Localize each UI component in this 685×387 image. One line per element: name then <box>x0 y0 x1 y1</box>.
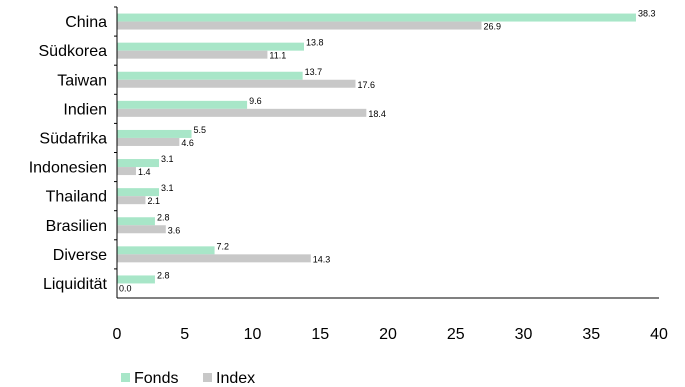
fonds-data-label: 3.1 <box>161 183 174 193</box>
index-data-label: 14.3 <box>313 254 331 264</box>
index-legend-label: Index <box>216 370 255 387</box>
x-tick-label: 30 <box>515 326 533 343</box>
category-label: Südkorea <box>39 43 108 60</box>
category-label: Indonesien <box>29 160 107 177</box>
category-label: Diverse <box>53 247 107 264</box>
fonds-bar <box>117 188 160 197</box>
index-bar <box>117 254 311 263</box>
fonds-data-label: 3.1 <box>161 154 174 164</box>
category-label: Indien <box>63 101 107 118</box>
fonds-legend-label: Fonds <box>134 370 178 387</box>
fonds-bar <box>117 42 304 51</box>
index-data-label: 1.4 <box>138 167 151 177</box>
x-tick-label: 5 <box>180 326 189 343</box>
x-tick-label: 15 <box>311 326 329 343</box>
category-label: Südafrika <box>39 130 107 147</box>
index-bar <box>117 79 356 88</box>
x-tick-label: 35 <box>582 326 600 343</box>
index-data-label: 4.6 <box>181 138 194 148</box>
fonds-bar <box>117 129 192 138</box>
index-data-label: 2.1 <box>147 196 160 206</box>
fonds-data-label: 2.8 <box>157 212 170 222</box>
category-label: Brasilien <box>46 218 107 235</box>
index-legend-swatch <box>203 373 212 382</box>
fonds-data-label: 2.8 <box>157 270 170 280</box>
x-tick-label: 10 <box>244 326 262 343</box>
fonds-data-label: 5.5 <box>194 125 207 135</box>
fonds-bar <box>117 71 303 80</box>
fonds-bar <box>117 246 215 255</box>
x-tick-labels: 0 5 10 15 20 25 30 35 40 <box>113 326 668 343</box>
axes <box>114 6 659 299</box>
x-tick-label: 25 <box>447 326 465 343</box>
data-labels: 38.3 26.9 13.8 11.1 13.7 17.6 9.6 18.4 5.54.6 3.1… <box>119 9 655 294</box>
index-bar <box>117 50 268 59</box>
category-label: Thailand <box>46 189 107 206</box>
index-data-label: 17.6 <box>357 80 375 90</box>
index-bar <box>117 225 166 234</box>
fonds-bar <box>117 100 248 109</box>
x-tick-label: 0 <box>113 326 122 343</box>
x-tick-label: 40 <box>650 326 668 343</box>
fonds-bar <box>117 275 155 284</box>
index-bar <box>117 196 146 205</box>
category-labels: China Südkorea Taiwan Indien Südafrika Indone… <box>29 14 108 293</box>
category-label: China <box>65 14 107 31</box>
category-label: Taiwan <box>57 72 107 89</box>
index-data-label: 11.1 <box>269 51 286 61</box>
index-data-label: 18.4 <box>368 109 386 119</box>
bars <box>117 13 636 284</box>
fonds-data-label: 7.2 <box>217 241 230 251</box>
category-label: Liquidität <box>43 276 108 293</box>
fonds-data-label: 13.8 <box>306 38 324 48</box>
legend: Fonds Index <box>121 370 255 387</box>
index-bar <box>117 167 136 176</box>
fonds-data-label: 13.7 <box>305 67 323 77</box>
index-data-label: 0.0 <box>119 283 132 293</box>
index-data-label: 26.9 <box>483 22 501 32</box>
fonds-data-label: 9.6 <box>249 96 262 106</box>
index-bar <box>117 137 180 146</box>
fonds-bar <box>117 13 636 22</box>
fonds-data-label: 38.3 <box>638 9 656 19</box>
index-bar <box>117 21 482 30</box>
fonds-legend-swatch <box>121 373 130 382</box>
index-bar <box>117 108 367 117</box>
index-data-label: 3.6 <box>168 225 181 235</box>
x-tick-label: 20 <box>379 326 397 343</box>
fonds-bar <box>117 159 160 168</box>
fonds-bar <box>117 217 155 226</box>
